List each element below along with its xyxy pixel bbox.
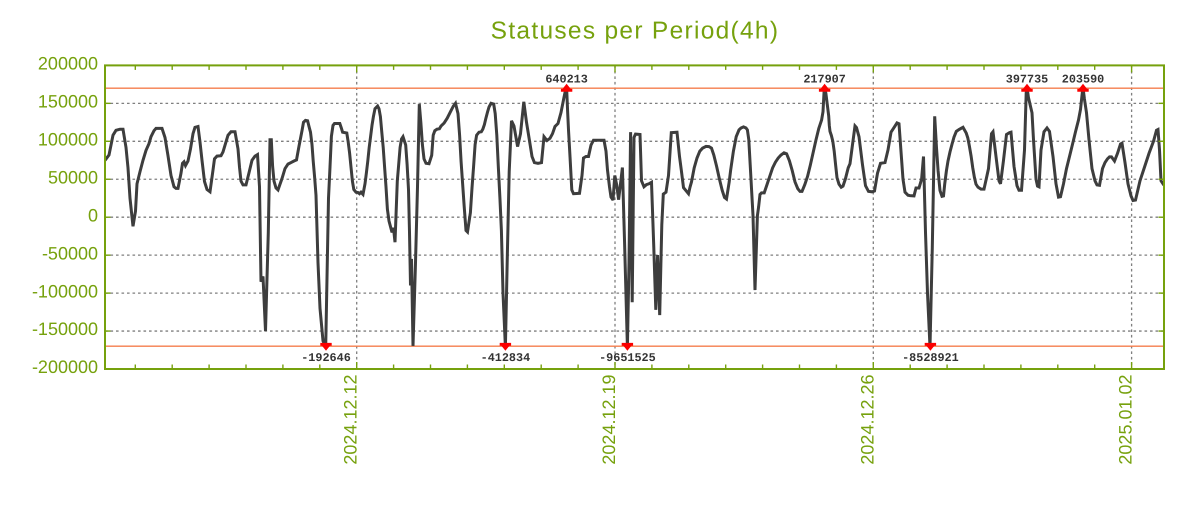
svg-text:Statuses per Period(4h): Statuses per Period(4h) — [491, 18, 780, 45]
svg-text:2024.12.26: 2024.12.26 — [857, 375, 877, 465]
svg-text:-50000: -50000 — [42, 243, 98, 263]
svg-text:0: 0 — [88, 205, 98, 225]
svg-text:-150000: -150000 — [32, 319, 98, 339]
svg-text:397735: 397735 — [1006, 72, 1048, 86]
svg-text:217907: 217907 — [803, 72, 845, 86]
svg-text:203590: 203590 — [1062, 72, 1104, 86]
svg-text:50000: 50000 — [48, 167, 98, 187]
svg-text:2025.01.02: 2025.01.02 — [1116, 375, 1136, 465]
svg-text:150000: 150000 — [38, 92, 98, 112]
svg-text:-8528921: -8528921 — [902, 351, 959, 365]
svg-text:640213: 640213 — [545, 72, 587, 86]
svg-text:2024.12.12: 2024.12.12 — [341, 375, 361, 465]
svg-text:200000: 200000 — [38, 54, 98, 74]
svg-text:100000: 100000 — [38, 130, 98, 150]
svg-text:-9651525: -9651525 — [599, 351, 656, 365]
svg-text:2024.12.19: 2024.12.19 — [599, 375, 619, 465]
svg-text:-100000: -100000 — [32, 281, 98, 301]
svg-text:-192646: -192646 — [301, 351, 351, 365]
svg-text:-200000: -200000 — [32, 357, 98, 377]
svg-text:-412834: -412834 — [481, 351, 531, 365]
